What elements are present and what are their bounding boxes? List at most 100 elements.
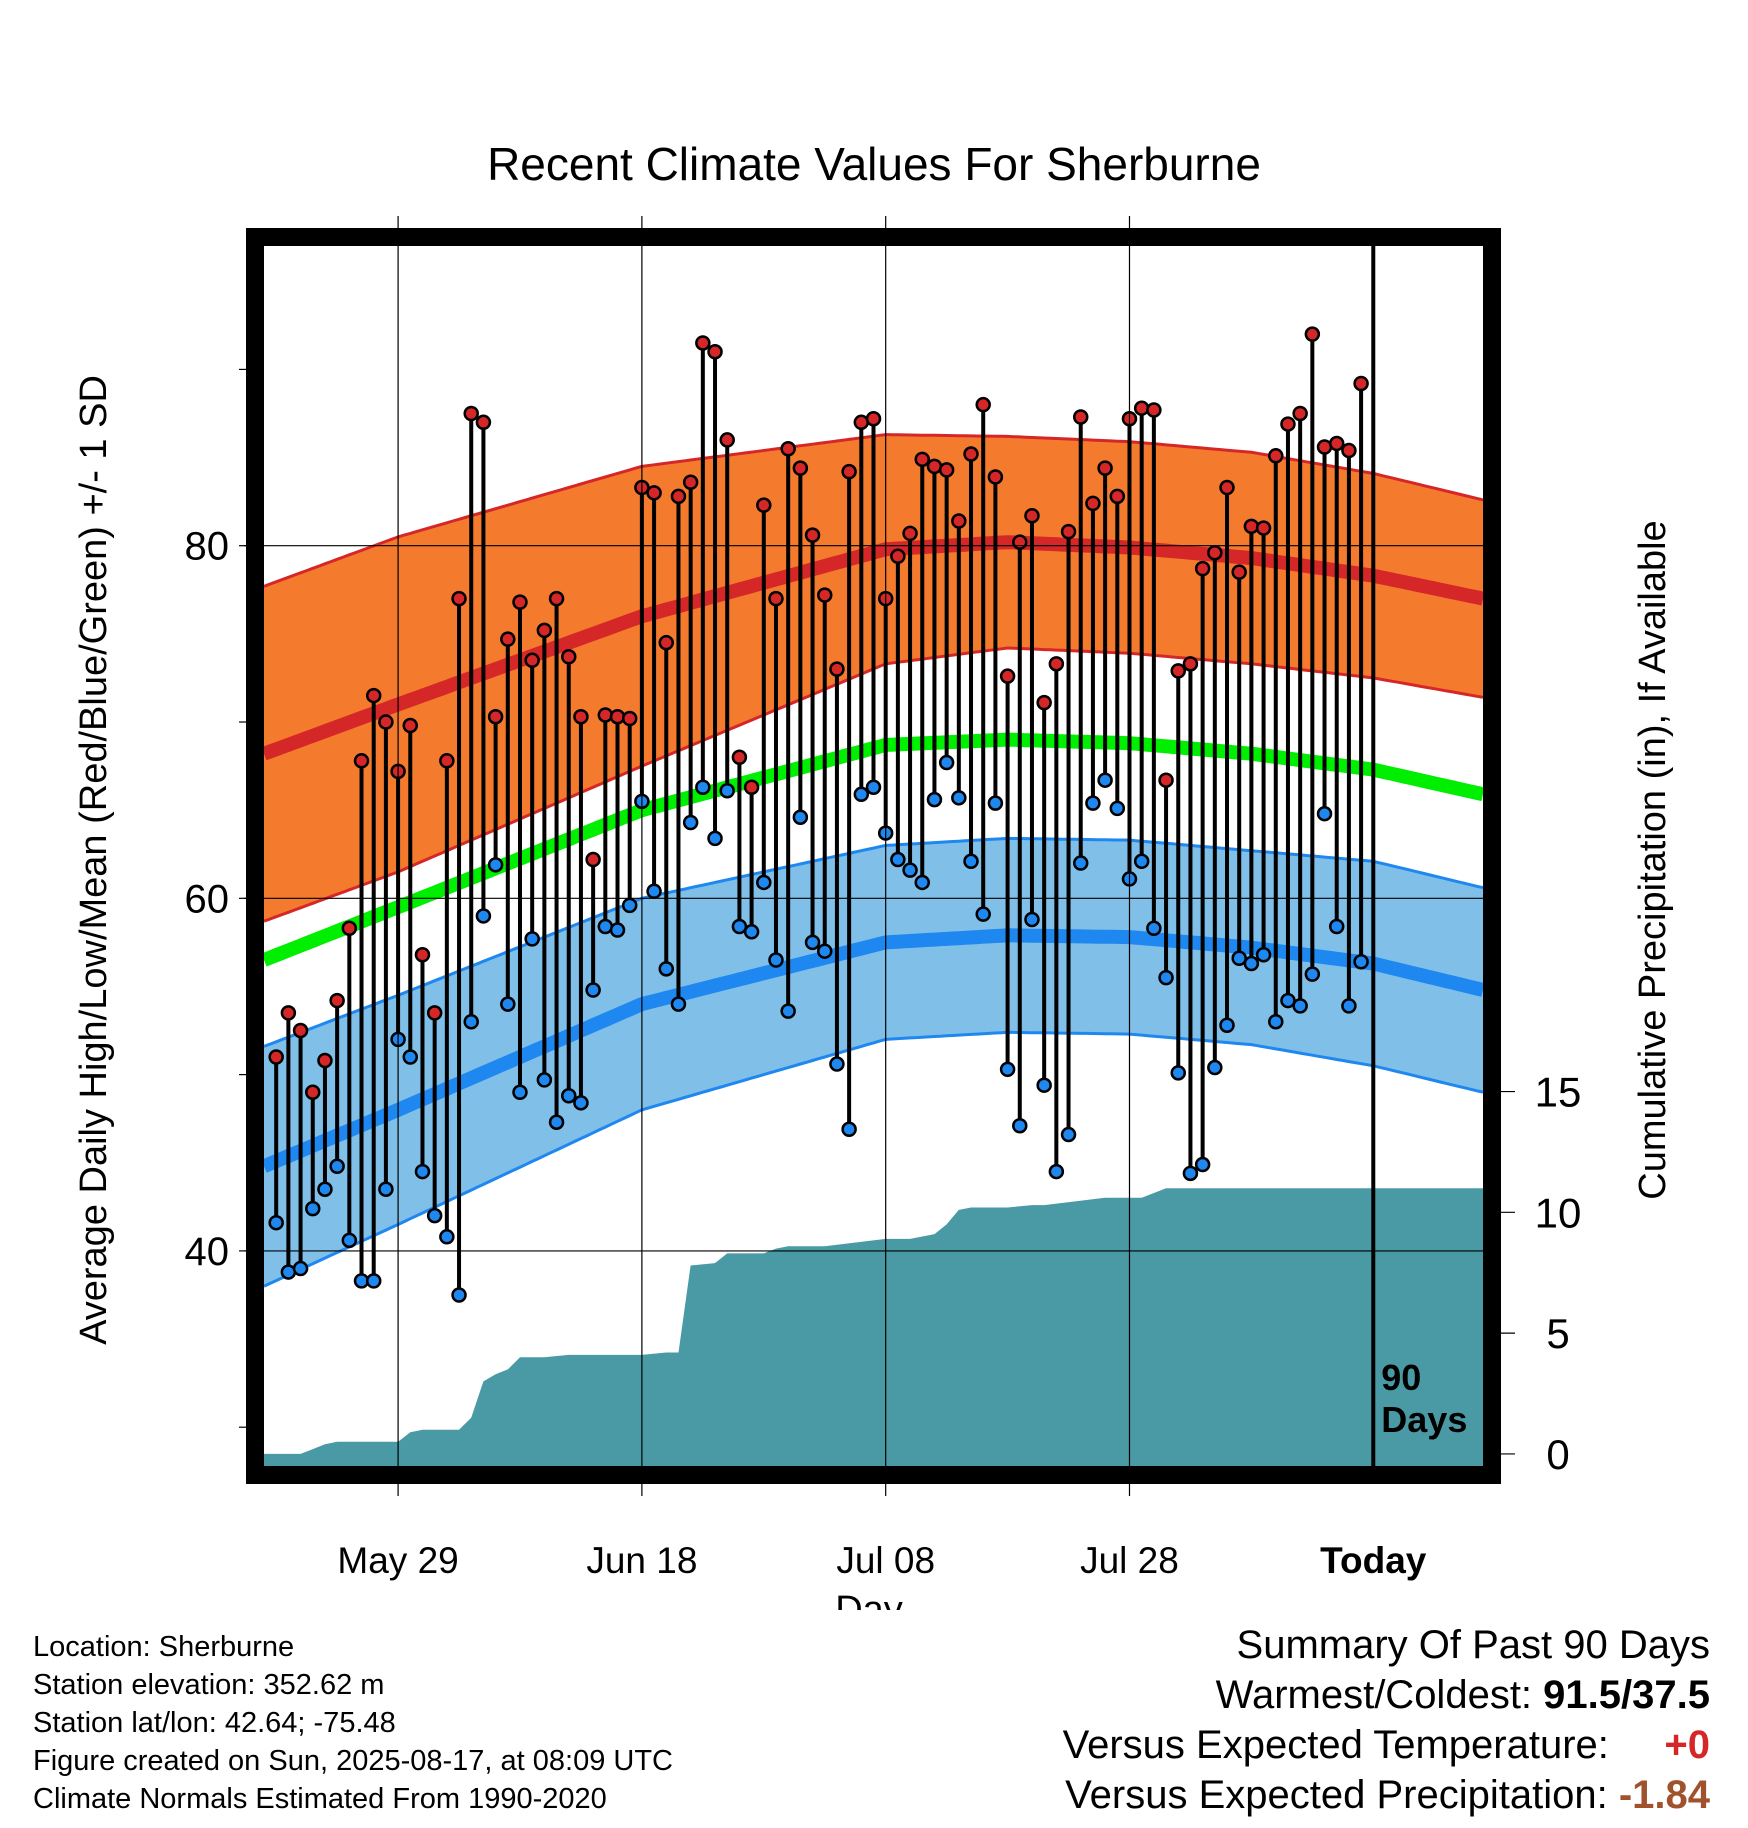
daily-high-point (682, 474, 699, 490)
daily-low-point (573, 1095, 589, 1111)
climate-chart: Recent Climate Values For Sherburne Aver… (73, 138, 1674, 1610)
daily-low-point (670, 996, 687, 1012)
daily-high-point (1292, 405, 1308, 422)
daily-low-point (365, 1273, 382, 1289)
daily-low-point (1219, 1017, 1235, 1033)
daily-high-point (1194, 560, 1211, 577)
summary-panel: Summary Of Past 90 Days Warmest/Coldest:… (1063, 1620, 1710, 1820)
daily-low-point (1085, 795, 1101, 811)
daily-low-point (1255, 946, 1272, 963)
summary-precip-row: Versus Expected Precipitation: -1.84 (1063, 1770, 1710, 1820)
daily-low-point (329, 1158, 345, 1175)
daily-high-point (1109, 488, 1126, 505)
daily-low-point (890, 851, 906, 868)
daily-high-point (268, 1049, 284, 1065)
today-window-label: 90 Days (1381, 1357, 1467, 1440)
daily-low-point (487, 857, 504, 873)
daily-low-point (1292, 998, 1308, 1014)
daily-low-point (621, 897, 638, 914)
daily-high-point (1268, 448, 1284, 464)
daily-high-point (317, 1052, 333, 1069)
daily-high-point (1207, 545, 1223, 561)
y-axis-label: Average Daily High/Low/Mean (Red/Blue/Gr… (73, 375, 115, 1345)
y2-tick-label: 10 (1535, 1189, 1582, 1236)
daily-low-point (780, 1003, 796, 1019)
y-tick-label: 40 (185, 1230, 230, 1274)
daily-high-point (487, 708, 504, 725)
daily-high-point (841, 463, 857, 480)
daily-low-point (804, 934, 821, 951)
x-tick-label: Jun 18 (586, 1540, 697, 1581)
daily-high-point (1072, 409, 1089, 425)
daily-low-point (1316, 805, 1333, 822)
daily-high-point (890, 548, 906, 565)
daily-high-point (1328, 435, 1345, 452)
warmest-value: 91.5/37.5 (1543, 1673, 1710, 1717)
daily-high-point (1012, 534, 1028, 550)
daily-high-point (829, 661, 845, 677)
daily-high-point (1341, 442, 1357, 459)
daily-low-point (341, 1232, 358, 1249)
daily-low-point (1024, 911, 1040, 928)
precipitation-area (264, 1188, 1483, 1466)
daily-low-point (707, 830, 723, 847)
daily-low-point (609, 922, 626, 938)
daily-high-point (573, 708, 589, 725)
daily-low-point (987, 795, 1004, 811)
daily-low-point (1097, 772, 1113, 788)
daily-low-point (768, 952, 784, 968)
daily-low-point (853, 786, 870, 803)
daily-low-point (719, 783, 735, 799)
daily-high-point (1060, 523, 1077, 540)
chart-title: Recent Climate Values For Sherburne (487, 138, 1261, 190)
daily-high-point (597, 707, 614, 723)
daily-high-point (341, 920, 358, 937)
daily-low-point (902, 862, 918, 878)
daily-high-point (585, 851, 601, 868)
daily-low-point (378, 1181, 394, 1197)
x-tick-label: Jul 28 (1080, 1540, 1179, 1581)
daily-low-point (548, 1114, 565, 1130)
daily-low-point (1207, 1059, 1223, 1076)
daily-low-point (1182, 1165, 1199, 1182)
daily-high-point (536, 622, 553, 639)
daily-high-point (561, 649, 577, 665)
daily-high-point (707, 344, 723, 360)
daily-high-point (646, 485, 662, 501)
y2-tick-label: 0 (1546, 1431, 1569, 1478)
daily-high-point (1036, 694, 1052, 711)
daily-high-point (1170, 663, 1186, 679)
y-tick-label: 80 (185, 525, 230, 569)
daily-low-point (268, 1214, 284, 1231)
daily-low-point (426, 1207, 443, 1224)
daily-high-point (731, 749, 748, 766)
daily-high-point (1353, 375, 1369, 392)
daily-high-point (292, 1022, 309, 1039)
daily-high-point (792, 460, 809, 476)
daily-low-point (829, 1056, 845, 1072)
daily-low-point (1109, 800, 1126, 817)
daily-low-point (1280, 992, 1296, 1009)
daily-low-point (743, 924, 760, 940)
daily-low-point (1243, 955, 1260, 972)
daily-low-point (1328, 918, 1345, 935)
daily-low-point (1060, 1126, 1077, 1143)
temp-value: +0 (1664, 1723, 1710, 1767)
daily-low-point (963, 853, 979, 870)
daily-high-point (938, 462, 955, 478)
daily-high-point (902, 525, 918, 542)
daily-high-point (1097, 460, 1113, 476)
plot-area: 90 Days 40 60 80 0 5 10 15 May 29 Jun 18 Jul 08 Jul … (185, 216, 1582, 1581)
daily-low-point (1304, 966, 1321, 982)
daily-low-point (512, 1084, 528, 1100)
daily-low-point (865, 779, 882, 795)
daily-high-point (1255, 520, 1272, 536)
daily-high-point (524, 652, 540, 669)
daily-high-point (719, 432, 735, 448)
daily-high-point (768, 590, 784, 607)
low-normal-lower-sd-line (264, 1030, 1483, 1288)
daily-low-point (731, 918, 748, 935)
daily-low-point (682, 814, 699, 831)
daily-low-point (792, 809, 809, 825)
plot-inner (264, 326, 1483, 1466)
